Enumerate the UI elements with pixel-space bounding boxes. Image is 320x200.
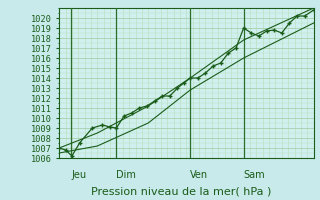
Text: Sam: Sam [244,170,265,180]
Text: Pression niveau de la mer( hPa ): Pression niveau de la mer( hPa ) [91,186,271,196]
Text: Jeu: Jeu [71,170,86,180]
Text: Ven: Ven [190,170,208,180]
Text: Dim: Dim [116,170,136,180]
